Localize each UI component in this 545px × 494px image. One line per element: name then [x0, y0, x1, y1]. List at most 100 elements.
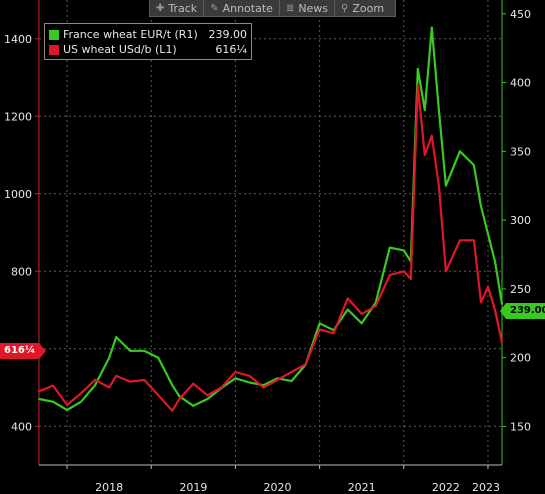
france-wheat-data-point: [143, 349, 146, 352]
france-wheat-data-point: [262, 384, 265, 387]
france-wheat-data-point: [480, 205, 482, 208]
france-wheat-data-point: [423, 109, 426, 111]
left-axis-tick-label: 1000: [4, 188, 32, 201]
x-axis-tick-label: 2022: [432, 481, 460, 494]
us-wheat-data-point: [129, 380, 132, 383]
france-wheat-data-point: [129, 349, 132, 352]
zoom-label: Zoom: [352, 1, 385, 15]
france-wheat-data-point: [318, 322, 321, 325]
us-wheat-data-point: [501, 341, 503, 344]
france-wheat-data-point: [38, 398, 40, 400]
us-wheat-last-value-flag: 616¼: [0, 343, 47, 359]
news-icon: ≣: [285, 2, 295, 14]
annotate-button[interactable]: ✎ Annotate: [204, 0, 280, 16]
us-wheat-data-point: [143, 378, 146, 381]
us-wheat-data-point: [423, 154, 426, 156]
x-axis-tick-label: 2019: [179, 481, 207, 494]
france-wheat-data-point: [494, 260, 496, 263]
legend-label-france: France wheat EUR/t (R1): [63, 28, 198, 41]
us-wheat-data-point: [473, 239, 475, 242]
france-wheat-data-point: [178, 395, 181, 398]
france-wheat-data-point: [66, 409, 68, 411]
us-wheat-data-point: [409, 278, 412, 280]
us-wheat-series-line: [38, 84, 504, 412]
france-wheat-data-point: [473, 164, 475, 167]
france-wheat-last-value-flag: 239.00: [500, 303, 545, 319]
france-wheat-data-point: [115, 336, 118, 338]
us-wheat-data-point: [360, 313, 363, 315]
legend-swatch-france: [49, 29, 59, 40]
magnifier-icon: ⚲: [341, 2, 349, 14]
us-wheat-data-point: [402, 270, 405, 273]
legend-item-us-wheat[interactable]: US wheat USd/b (L1) 616¼: [49, 42, 247, 57]
right-axis-tick-label: 150: [510, 420, 531, 433]
us-wheat-data-point: [206, 394, 209, 397]
france-wheat-data-point: [360, 322, 363, 325]
france-wheat-data-point: [94, 384, 96, 387]
france-wheat-data-point: [248, 381, 251, 384]
legend-value-france: 239.00: [208, 28, 248, 41]
france-wheat-data-point: [157, 356, 160, 359]
zoom-button[interactable]: ⚲ Zoom: [335, 0, 390, 16]
france-wheat-data-point: [290, 380, 293, 382]
france-wheat-data-point: [192, 404, 195, 407]
news-button[interactable]: ≣ News: [280, 0, 336, 16]
us-wheat-data-point: [262, 386, 265, 389]
us-wheat-data-point: [416, 84, 419, 87]
us-wheat-data-point: [494, 309, 496, 311]
france-wheat-data-point: [206, 398, 209, 400]
right-axis-tick-label: 200: [510, 352, 531, 365]
france-wheat-data-point: [416, 67, 419, 70]
x-axis-tick-label: 2023: [472, 481, 500, 494]
us-wheat-data-point: [248, 375, 251, 377]
left-axis-tick-label: 1400: [4, 33, 32, 46]
right-axis-tick-label: 350: [510, 145, 531, 158]
france-wheat-data-point: [487, 233, 489, 235]
chart-legend: France wheat EUR/t (R1) 239.00 US wheat …: [44, 23, 252, 60]
france-wheat-data-point: [459, 150, 461, 153]
legend-swatch-us: [49, 44, 59, 55]
france-wheat-data-point: [402, 249, 405, 252]
us-wheat-data-point: [171, 409, 174, 412]
us-wheat-data-point: [38, 390, 40, 393]
us-wheat-data-point: [346, 297, 349, 300]
x-axis-tick-label: 2021: [348, 481, 376, 494]
france-wheat-data-point: [171, 384, 174, 387]
us-wheat-data-point: [94, 378, 96, 381]
us-wheat-data-point: [480, 301, 482, 304]
legend-item-france-wheat[interactable]: France wheat EUR/t (R1) 239.00: [49, 27, 247, 42]
us-wheat-data-point: [290, 371, 293, 373]
france-wheat-data-point: [438, 109, 440, 111]
us-wheat-data-point: [80, 392, 82, 395]
right-axis-tick-label: 300: [510, 214, 531, 227]
france-wheat-data-point: [108, 356, 111, 359]
right-axis-tick-label: 400: [510, 77, 531, 90]
us-wheat-data-point: [220, 386, 223, 389]
us-wheat-data-point: [157, 394, 160, 397]
france-wheat-data-point: [52, 400, 54, 403]
france-wheat-data-point: [80, 400, 82, 403]
us-wheat-data-point: [52, 384, 54, 387]
us-wheat-data-point: [487, 285, 489, 288]
us-wheat-data-point: [276, 378, 279, 381]
x-axis-tick-label: 2018: [95, 481, 123, 494]
legend-value-us: 616¼: [215, 43, 247, 56]
chart-toolbar: ✚ Track ✎ Annotate ≣ News ⚲ Zoom: [149, 0, 396, 17]
left-axis-tick-label: 400: [11, 420, 32, 433]
us-wheat-data-point: [438, 185, 440, 187]
pencil-icon: ✎: [210, 2, 219, 14]
crosshair-icon: ✚: [156, 2, 165, 14]
news-label: News: [298, 1, 329, 15]
us-wheat-data-point: [234, 371, 237, 373]
track-button[interactable]: ✚ Track: [150, 0, 205, 16]
france-wheat-data-point: [234, 377, 237, 380]
france-wheat-data-point: [388, 246, 391, 249]
left-axis-tick-label: 1200: [4, 110, 32, 123]
us-wheat-data-point: [66, 404, 68, 406]
x-axis-tick-label: 2020: [264, 481, 292, 494]
us-wheat-data-point: [430, 134, 433, 137]
us-wheat-data-point: [318, 328, 321, 331]
us-wheat-data-point: [374, 305, 377, 307]
legend-label-us: US wheat USd/b (L1): [63, 43, 177, 56]
